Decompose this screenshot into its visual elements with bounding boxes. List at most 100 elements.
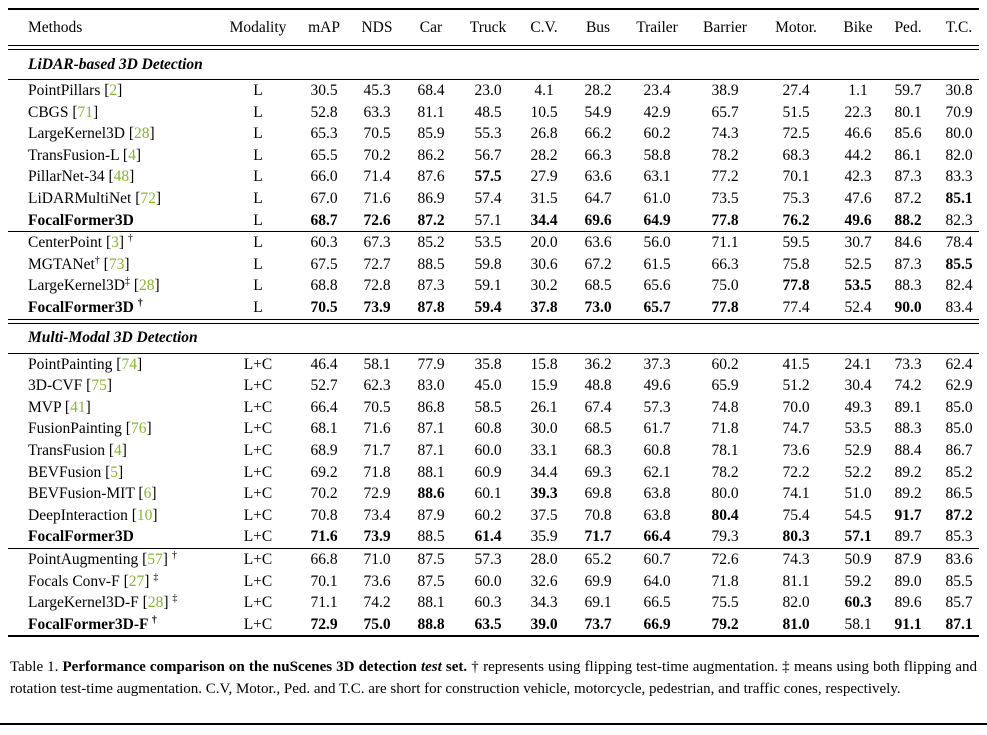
value-cell: 26.1: [530, 398, 558, 416]
value-cell: 65.5: [310, 146, 338, 164]
value-cell: 60.3: [844, 594, 872, 612]
value-cell: 49.6: [643, 377, 671, 395]
method-name: LargeKernel3D-F: [28, 594, 139, 612]
value-cell: 82.4: [945, 277, 973, 295]
value-cell: 77.8: [711, 298, 739, 316]
value-cell: 61.4: [474, 528, 502, 546]
table-header-row: Methods Modality mAP NDS Car Truck C.V. Bus Trai…: [8, 10, 979, 45]
value-cell: 69.9: [584, 572, 612, 590]
column-header: Barrier: [703, 18, 747, 36]
value-cell: 15.8: [530, 355, 558, 373]
value-cell: 54.5: [844, 506, 872, 524]
value-cell: 63.6: [584, 234, 612, 252]
value-cell: 60.8: [643, 441, 671, 459]
value-cell: 73.4: [363, 506, 391, 524]
value-cell: 88.3: [894, 277, 922, 295]
value-cell: 77.9: [417, 355, 445, 373]
value-cell: 87.1: [417, 441, 445, 459]
table-row: FocalFormer3D L+C 71.6 73.9 88.5 61.4 35.9 71.7…: [8, 526, 979, 548]
value-cell: 58.1: [844, 615, 872, 633]
value-cell: 34.3: [530, 594, 558, 612]
method-name: LargeKernel3D: [28, 277, 125, 295]
value-cell: 77.2: [711, 168, 739, 186]
table-row: LargeKernel3D [28] L 65.3 70.5 85.9 55.3 26.8 6…: [8, 123, 979, 145]
value-cell: 26.8: [530, 125, 558, 143]
value-cell: 73.6: [363, 572, 391, 590]
value-cell: 28.2: [584, 82, 612, 100]
value-cell: 72.8: [363, 277, 391, 295]
value-cell: 70.5: [363, 125, 391, 143]
table-caption: Table 1. Performance comparison on the n…: [8, 657, 979, 700]
value-cell: 87.3: [417, 277, 445, 295]
method-cell: LargeKernel3D‡ [28]: [28, 276, 160, 295]
value-cell: 85.5: [945, 572, 973, 590]
value-cell: 46.4: [310, 355, 338, 373]
column-header: mAP: [308, 18, 340, 36]
value-cell: 65.6: [643, 277, 671, 295]
modality-cell: L: [253, 211, 263, 229]
value-cell: 78.1: [711, 441, 739, 459]
modality-cell: L: [253, 125, 263, 143]
value-cell: 63.3: [363, 103, 391, 121]
value-cell: 28.2: [530, 146, 558, 164]
modality-cell: L: [253, 277, 263, 295]
value-cell: 87.5: [417, 572, 445, 590]
value-cell: 85.0: [945, 398, 973, 416]
value-cell: 88.6: [417, 485, 445, 503]
citation-number: 6: [143, 485, 152, 503]
value-cell: 35.9: [530, 528, 558, 546]
value-cell: 71.6: [310, 528, 338, 546]
value-cell: 4.1: [534, 82, 554, 100]
value-cell: 82.0: [782, 594, 810, 612]
table-row: LargeKernel3D‡ [28] L 68.8 72.8 87.3 59.1 30.2…: [8, 275, 979, 297]
method-cell: PointPillars [2]: [28, 82, 123, 100]
method-name: CenterPoint: [28, 234, 103, 252]
value-cell: 63.8: [643, 485, 671, 503]
column-header: T.C.: [945, 18, 973, 36]
value-cell: 60.3: [310, 234, 338, 252]
value-cell: 39.0: [530, 615, 558, 633]
value-cell: 89.2: [894, 485, 922, 503]
value-cell: 81.0: [782, 615, 810, 633]
value-cell: 69.3: [584, 463, 612, 481]
value-cell: 52.9: [844, 441, 872, 459]
value-cell: 88.4: [894, 441, 922, 459]
value-cell: 57.4: [474, 190, 502, 208]
table-row: FocalFormer3D L 68.7 72.6 87.2 57.1 34.4 69.6 64…: [8, 210, 979, 232]
value-cell: 68.4: [417, 82, 445, 100]
method-name: LargeKernel3D: [28, 125, 125, 143]
caption-bold-lead: Performance comparison on the nuScenes 3…: [62, 659, 421, 676]
value-cell: 32.6: [530, 572, 558, 590]
value-cell: 42.9: [643, 103, 671, 121]
value-cell: 87.1: [417, 420, 445, 438]
table-row: MGTANet† [73] L 67.5 72.7 88.5 59.8 30.6 67.2 61…: [8, 254, 979, 276]
method-superscript: †: [127, 233, 133, 245]
method-name-superscript: ‡: [124, 276, 130, 288]
value-cell: 52.4: [844, 298, 872, 316]
value-cell: 59.2: [844, 572, 872, 590]
table-row: PillarNet-34 [48] L 66.0 71.4 87.6 57.5 27.9 63…: [8, 166, 979, 188]
method-name: TransFusion: [28, 441, 105, 459]
method-name: PointPillars: [28, 82, 101, 100]
value-cell: 86.8: [417, 398, 445, 416]
caption-bold-tail: set.: [441, 659, 468, 676]
value-cell: 61.0: [643, 190, 671, 208]
column-header: Motor.: [775, 18, 817, 36]
value-cell: 82.0: [945, 146, 973, 164]
modality-cell: L: [253, 82, 263, 100]
value-cell: 75.4: [782, 506, 810, 524]
value-cell: 71.6: [363, 190, 391, 208]
value-cell: 70.8: [310, 506, 338, 524]
method-cell: Focals Conv-F [27] ‡: [28, 571, 159, 590]
table-row: 3D-CVF [75] L+C 52.7 62.3 83.0 45.0 15.9 48.8 49…: [8, 375, 979, 397]
value-cell: 37.8: [530, 298, 558, 316]
method-superscript: †: [151, 614, 157, 626]
value-cell: 89.0: [894, 572, 922, 590]
value-cell: 63.1: [643, 168, 671, 186]
value-cell: 62.1: [643, 463, 671, 481]
table-row: PointPillars [2] L 30.5 45.3 68.4 23.0 4.1 28.2…: [8, 80, 979, 102]
column-header: Truck: [469, 18, 507, 36]
method-cell: DeepInteraction [10]: [28, 506, 158, 524]
value-cell: 86.7: [945, 441, 973, 459]
citation-number: 73: [108, 255, 125, 273]
